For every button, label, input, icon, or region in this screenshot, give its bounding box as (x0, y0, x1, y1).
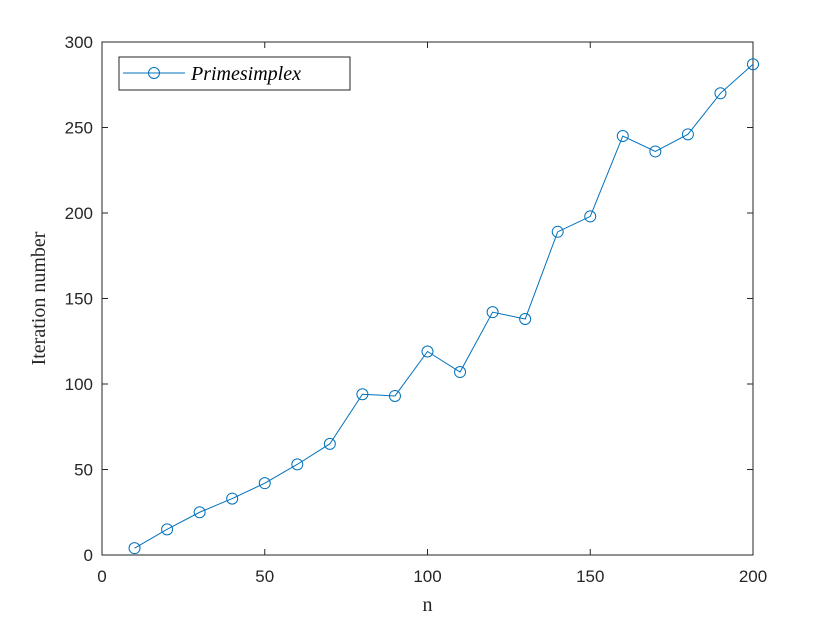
y-tick-label: 100 (65, 375, 93, 394)
data-point (584, 210, 597, 223)
data-point (649, 145, 662, 158)
plot-area (101, 41, 754, 556)
series-layer (128, 58, 759, 555)
x-tick-label: 150 (576, 567, 604, 586)
data-point (519, 313, 532, 326)
data-point (486, 306, 499, 319)
y-tick-label: 50 (74, 461, 93, 480)
data-point (551, 225, 564, 238)
data-point (258, 477, 271, 490)
data-point (226, 492, 239, 505)
x-tick-label: 0 (97, 567, 106, 586)
data-point (747, 58, 759, 71)
data-point (454, 366, 467, 379)
legend-marker (148, 67, 160, 79)
y-tick-label: 300 (65, 33, 93, 52)
data-point (681, 128, 694, 141)
x-tick-label: 100 (413, 567, 441, 586)
x-tick-label: 50 (255, 567, 274, 586)
data-point (421, 345, 434, 358)
y-tick-label: 250 (65, 119, 93, 138)
series-line (134, 63, 754, 549)
data-point (388, 389, 401, 402)
legend-label: Primesimplex (190, 63, 301, 85)
data-point (356, 388, 369, 401)
x-tick-label: 200 (739, 567, 767, 586)
data-point (128, 542, 141, 555)
y-axis: 0 50 100 150 200 250 300 (65, 33, 753, 565)
data-point (193, 506, 206, 519)
legend: Primesimplex (118, 56, 351, 91)
x-axis: 0 50 100 150 200 (97, 42, 767, 586)
x-axis-label: n (423, 594, 433, 616)
y-axis-label: Iteration number (28, 231, 50, 365)
y-tick-label: 0 (84, 546, 93, 565)
y-tick-label: 200 (65, 204, 93, 223)
y-tick-label: 150 (65, 290, 93, 309)
data-point (323, 437, 336, 450)
data-point (714, 87, 727, 100)
data-point (616, 130, 629, 143)
data-point (161, 523, 174, 536)
data-point (291, 458, 304, 471)
axes-box (101, 41, 754, 556)
